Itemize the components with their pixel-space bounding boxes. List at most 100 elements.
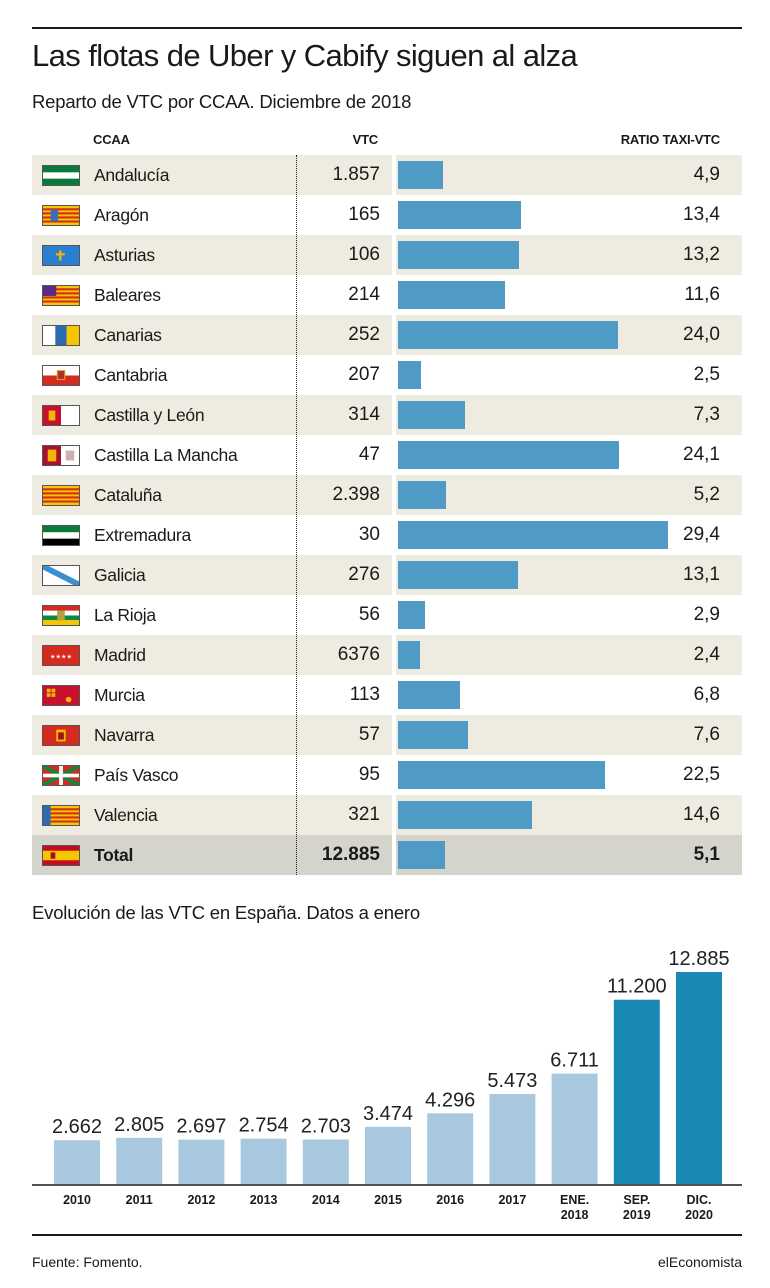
table-row: Aragón 165 13,4 <box>32 195 742 235</box>
vtc-value: 214 <box>348 284 380 305</box>
region-name: Canarias <box>94 325 162 345</box>
evolution-value-label: 2.697 <box>176 1116 226 1138</box>
region-name: La Rioja <box>94 605 156 625</box>
brand-logo: elEconomista <box>657 1254 742 1270</box>
evolution-bar <box>489 1093 536 1184</box>
region-name: País Vasco <box>94 765 179 785</box>
ratio-value: 5,1 <box>693 844 720 865</box>
evolution-category-label: 2012 <box>187 1193 215 1207</box>
evolution-category-label: 2013 <box>250 1193 278 1207</box>
evolution-bar-chart: 2.662 2010 2.805 2011 2.697 2012 2.754 2013 2.70… <box>32 948 742 1222</box>
region-name: Madrid <box>94 645 146 665</box>
table-row: Castilla y León 314 7,3 <box>32 395 742 435</box>
column-divider <box>392 155 396 875</box>
ratio-bar <box>398 441 620 469</box>
castilla-y-leon-flag-icon <box>42 405 80 426</box>
baleares-flag-icon <box>42 285 80 306</box>
column-header-ratio: RATIO TAXI-VTC <box>620 132 720 147</box>
table-row: Valencia 321 14,6 <box>32 795 742 835</box>
evolution-bar <box>116 1137 163 1184</box>
ratio-value: 11,6 <box>684 284 720 305</box>
evolution-value-label: 2.754 <box>239 1115 289 1137</box>
table-row: Baleares 214 11,6 <box>32 275 742 315</box>
ratio-bar <box>398 161 443 189</box>
evolution-category-label: ENE. <box>560 1193 589 1207</box>
region-name: Galicia <box>94 565 146 585</box>
aragon-flag-icon <box>42 205 80 226</box>
ratio-value: 24,1 <box>683 444 720 465</box>
evolution-category-label: 2019 <box>623 1208 651 1222</box>
vtc-value: 321 <box>348 804 380 825</box>
ratio-value: 13,1 <box>683 564 720 585</box>
evolution-bar <box>178 1139 225 1184</box>
table-row: Asturias 106 13,2 <box>32 235 742 275</box>
evolution-category-label: 2016 <box>436 1193 464 1207</box>
ratio-bar <box>398 601 425 629</box>
ratio-value: 2,4 <box>693 644 720 665</box>
evolution-bar <box>427 1113 474 1184</box>
evolution-value-label: 4.296 <box>425 1089 475 1111</box>
evolution-category-label: 2011 <box>126 1193 153 1207</box>
cataluna-flag-icon <box>42 485 80 506</box>
ratio-bar <box>398 801 533 829</box>
vtc-value: 207 <box>348 364 380 385</box>
vtc-value: 252 <box>348 324 380 345</box>
region-name: Cantabria <box>94 365 168 385</box>
table-row: País Vasco 95 22,5 <box>32 755 742 795</box>
table-row: Murcia 113 6,8 <box>32 675 742 715</box>
vtc-value: 6376 <box>337 644 380 665</box>
ratio-value: 6,8 <box>693 684 720 705</box>
ratio-value: 24,0 <box>683 324 720 345</box>
ratio-value: 13,2 <box>683 244 720 265</box>
evolution-category-label: 2017 <box>498 1193 526 1207</box>
vtc-value: 276 <box>348 564 380 585</box>
castilla-la-mancha-flag-icon <box>42 445 80 466</box>
table-subtitle: Reparto de VTC por CCAA. Diciembre de 20… <box>32 91 412 112</box>
evolution-bar <box>365 1126 411 1184</box>
table-row: Extremadura 30 29,4 <box>32 515 742 555</box>
ratio-bar <box>398 681 461 709</box>
table-row: Navarra 57 7,6 <box>32 715 742 755</box>
region-name: Valencia <box>94 805 158 825</box>
evolution-bar <box>551 1073 598 1184</box>
vtc-value: 106 <box>348 244 380 265</box>
page-title: Las flotas de Uber y Cabify siguen al al… <box>32 38 578 73</box>
navarra-flag-icon <box>42 725 80 746</box>
espana-flag-icon <box>42 845 80 866</box>
evolution-bar <box>302 1139 349 1184</box>
ratio-bar <box>398 481 446 509</box>
evolution-category-label: 2018 <box>561 1208 589 1222</box>
vtc-value: 56 <box>358 604 380 625</box>
evolution-value-label: 2.703 <box>301 1116 351 1138</box>
evolution-category-label: DIC. <box>687 1193 712 1207</box>
vtc-value: 314 <box>348 404 380 425</box>
vtc-value: 2.398 <box>332 484 380 505</box>
vtc-value: 95 <box>358 764 380 785</box>
evolution-value-label: 3.474 <box>363 1103 413 1125</box>
extremadura-flag-icon <box>42 525 80 546</box>
evolution-value-label: 2.805 <box>114 1114 164 1136</box>
evolution-category-label: 2014 <box>312 1193 340 1207</box>
vtc-value: 47 <box>358 444 380 465</box>
ccaa-table: Andalucía 1.857 4,9 Aragón 165 13,4 Asturias 10… <box>32 155 742 875</box>
ratio-value: 22,5 <box>683 764 720 785</box>
evolution-value-label: 12.885 <box>668 948 729 970</box>
region-name: Total <box>94 845 134 865</box>
evolution-chart-title: Evolución de las VTC en España. Datos a … <box>32 902 420 923</box>
bottom-rule <box>32 1234 742 1236</box>
evolution-value-label: 6.711 <box>550 1050 599 1072</box>
canarias-flag-icon <box>42 325 80 346</box>
ratio-bar <box>398 841 445 869</box>
andalucia-flag-icon <box>42 165 80 186</box>
ratio-bar <box>398 201 522 229</box>
evolution-category-label: SEP. <box>623 1193 650 1207</box>
ratio-bar <box>398 361 421 389</box>
ratio-value: 13,4 <box>683 204 720 225</box>
table-row: Andalucía 1.857 4,9 <box>32 155 742 195</box>
ratio-bar <box>398 521 668 549</box>
evolution-value-label: 2.662 <box>52 1116 102 1138</box>
region-name: Andalucía <box>94 165 170 185</box>
ratio-value: 7,3 <box>693 404 720 425</box>
table-total-row: Total 12.885 5,1 <box>32 835 742 875</box>
ratio-value: 7,6 <box>693 724 720 745</box>
